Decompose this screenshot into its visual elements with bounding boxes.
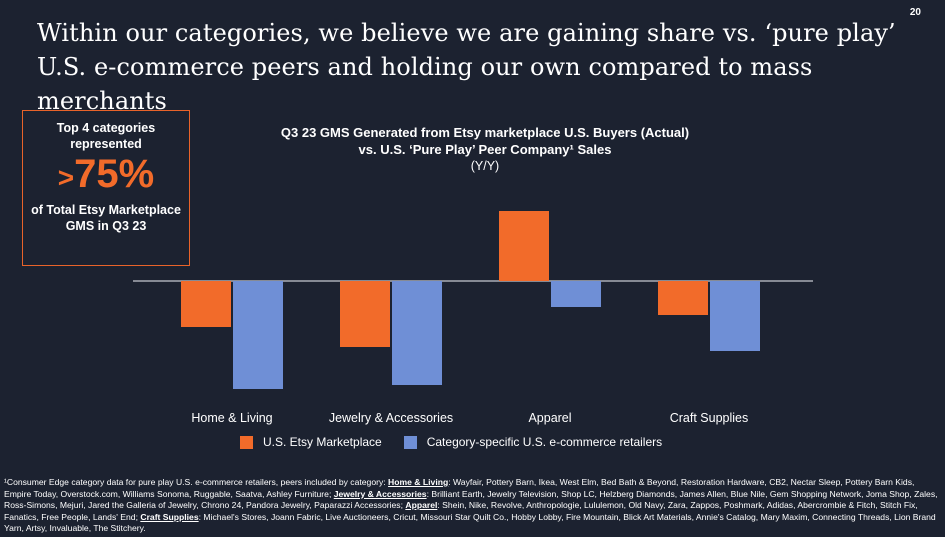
footnote-category: Craft Supplies [140,511,199,522]
callout-top-text: Top 4 categories represented [56,121,156,151]
callout-bottom-text: of Total Etsy Marketplace GMS in Q3 23 [31,203,181,233]
bar-etsy [340,281,390,347]
footnote-peers: : Shein, Nike, Revolve, Anthropologie, L… [4,500,918,522]
chart-subtitle: (Y/Y) [470,159,500,173]
legend-item-retailers: Category-specific U.S. e-commerce retail… [403,435,663,449]
bar-etsy [499,211,549,281]
bar-etsy [181,281,231,327]
legend-item-etsy: U.S. Etsy Marketplace [240,435,382,449]
bar-retailers [392,281,442,385]
footnote-category: Apparel [405,500,438,511]
callout-big-number: >75% [23,152,189,200]
footnote-category: Jewelry & Accessories [333,488,427,499]
legend-label-etsy: U.S. Etsy Marketplace [263,435,382,449]
chart-title-line1: Q3 23 GMS Generated from Etsy marketplac… [280,125,690,140]
page-number: 20 [909,7,921,18]
chart-title-line2: vs. U.S. ‘Pure Play’ Peer Company¹ Sales [358,142,612,157]
callout-prefix: > [57,162,75,193]
footnote-peers: : Wayfair, Pottery Barn, Ikea, West Elm,… [4,477,915,499]
legend-swatch-retailers [403,435,417,449]
chart-title: Q3 23 GMS Generated from Etsy marketplac… [230,124,740,158]
callout-box: Top 4 categories represented >75% of Tot… [22,110,190,266]
category-label: Apparel [528,411,571,425]
footnote: ¹Consumer Edge category data for pure pl… [4,477,942,535]
bar-retailers [710,281,760,351]
bar-retailers [233,281,283,389]
bar-etsy [658,281,708,315]
chart-legend: U.S. Etsy Marketplace Category-specific … [240,435,684,449]
category-label: Jewelry & Accessories [329,411,453,425]
slide-headline: Within our categories, we believe we are… [37,19,896,115]
bar-retailers [551,281,601,307]
footnote-peers: : Michael's Stores, Joann Fabric, Live A… [4,511,936,534]
callout-value: 75% [74,152,155,196]
footnote-peers: : Brilliant Earth, Jewelry Television, S… [4,488,938,511]
footnote-intro: ¹Consumer Edge category data for pure pl… [4,477,389,487]
footnote-category: Home & Living [388,477,449,487]
category-label: Home & Living [191,411,272,425]
legend-label-retailers: Category-specific U.S. e-commerce retail… [426,435,663,449]
category-label: Craft Supplies [670,411,749,425]
legend-swatch-etsy [240,435,253,449]
